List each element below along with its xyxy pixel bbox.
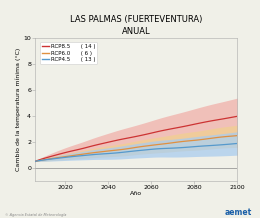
Title: LAS PALMAS (FUERTEVENTURA)
ANUAL: LAS PALMAS (FUERTEVENTURA) ANUAL: [70, 15, 202, 36]
Y-axis label: Cambio de la temperatura mínima (°C): Cambio de la temperatura mínima (°C): [15, 48, 21, 171]
Text: aemet: aemet: [225, 208, 252, 217]
X-axis label: Año: Año: [130, 191, 142, 196]
Legend: RCP8.5      ( 14 ), RCP6.0      ( 6 ), RCP4.5      ( 13 ): RCP8.5 ( 14 ), RCP6.0 ( 6 ), RCP4.5 ( 13…: [40, 42, 97, 64]
Text: © Agencia Estatal de Meteorología: © Agencia Estatal de Meteorología: [5, 213, 67, 217]
